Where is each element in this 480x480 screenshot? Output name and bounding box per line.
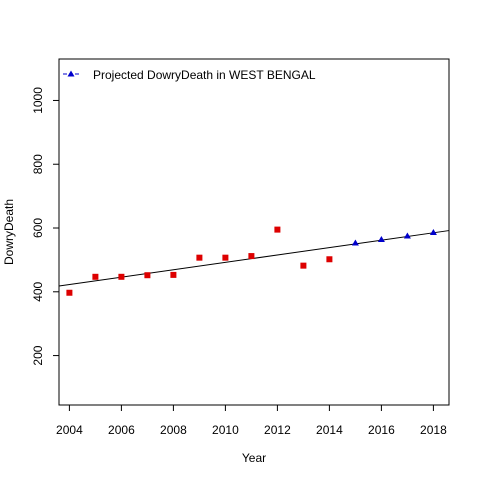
data-point-triangle xyxy=(403,232,411,239)
legend: Projected DowryDeath in WEST BENGAL xyxy=(63,68,316,82)
data-point-square xyxy=(300,262,307,269)
data-points xyxy=(66,226,437,296)
data-point-square xyxy=(118,273,125,280)
data-point-square xyxy=(248,253,255,260)
data-point-square xyxy=(66,289,73,296)
x-axis-title: Year xyxy=(242,451,266,465)
data-point-triangle xyxy=(377,235,385,242)
x-tick-label: 2006 xyxy=(108,423,135,437)
y-axis-title: DowryDeath xyxy=(2,199,16,265)
y-tick-label: 600 xyxy=(31,218,45,238)
y-tick-label: 200 xyxy=(31,345,45,365)
y-tick-label: 400 xyxy=(31,281,45,301)
x-tick-label: 2004 xyxy=(56,423,83,437)
data-point-square xyxy=(144,272,151,279)
legend-triangle-marker xyxy=(67,70,75,77)
legend-label: Projected DowryDeath in WEST BENGAL xyxy=(93,68,316,82)
data-point-square xyxy=(170,271,177,278)
data-point-triangle xyxy=(429,228,437,235)
x-tick-label: 2008 xyxy=(160,423,187,437)
x-tick-label: 2018 xyxy=(420,423,447,437)
y-tick-label: 1000 xyxy=(31,87,45,114)
data-point-square xyxy=(222,254,229,261)
x-tick-label: 2012 xyxy=(264,423,291,437)
data-point-square xyxy=(326,256,333,263)
y-tick-label: 800 xyxy=(31,154,45,174)
data-point-square xyxy=(92,273,99,280)
data-point-square xyxy=(196,254,203,261)
plot-frame xyxy=(58,58,450,406)
x-tick-label: 2010 xyxy=(212,423,239,437)
axis-ticks: 2004 2006 2008 2010 2012 2014 2016 2018 200 400 60… xyxy=(31,87,447,437)
data-point-square xyxy=(274,226,281,233)
x-tick-label: 2016 xyxy=(368,423,395,437)
x-tick-label: 2014 xyxy=(316,423,343,437)
data-point-triangle xyxy=(351,239,359,246)
